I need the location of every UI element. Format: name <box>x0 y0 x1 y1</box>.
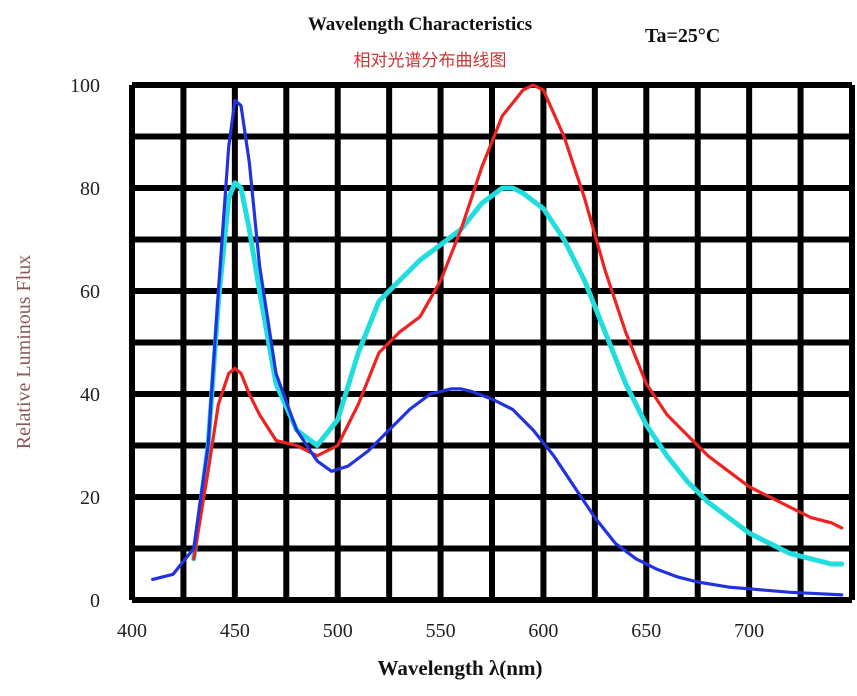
y-tick-label: 0 <box>90 590 100 612</box>
chart-title: Wavelength Characteristics <box>308 14 532 35</box>
y-tick-label: 100 <box>70 75 100 97</box>
x-tick-label: 500 <box>323 620 353 642</box>
series-line-3 <box>191 180 845 567</box>
y-tick-label: 60 <box>80 281 100 303</box>
grid <box>129 82 855 603</box>
y-tick-label: 20 <box>80 487 100 509</box>
y-tick-label: 40 <box>80 384 100 406</box>
x-tick-label: 400 <box>117 620 147 642</box>
x-tick-label: 450 <box>220 620 250 642</box>
chart-condition: Ta=25°C <box>645 25 720 47</box>
x-tick-label: 650 <box>631 620 661 642</box>
y-tick-label: 80 <box>80 178 100 200</box>
chart-subtitle: 相对光谱分布曲线图 <box>354 51 507 71</box>
x-tick-label: 700 <box>734 620 764 642</box>
y-axis-label: Relative Luminous Flux <box>13 255 35 449</box>
x-axis-label: Wavelength λ(nm) <box>378 656 543 680</box>
x-tick-label: 600 <box>528 620 558 642</box>
series-line-1 <box>151 98 844 597</box>
series-group <box>151 83 845 597</box>
tick-labels: 400 450 500 550 600 650 700 0 20 40 60 80 100 <box>70 75 764 642</box>
series-line-2 <box>192 83 844 561</box>
x-tick-label: 550 <box>426 620 456 642</box>
